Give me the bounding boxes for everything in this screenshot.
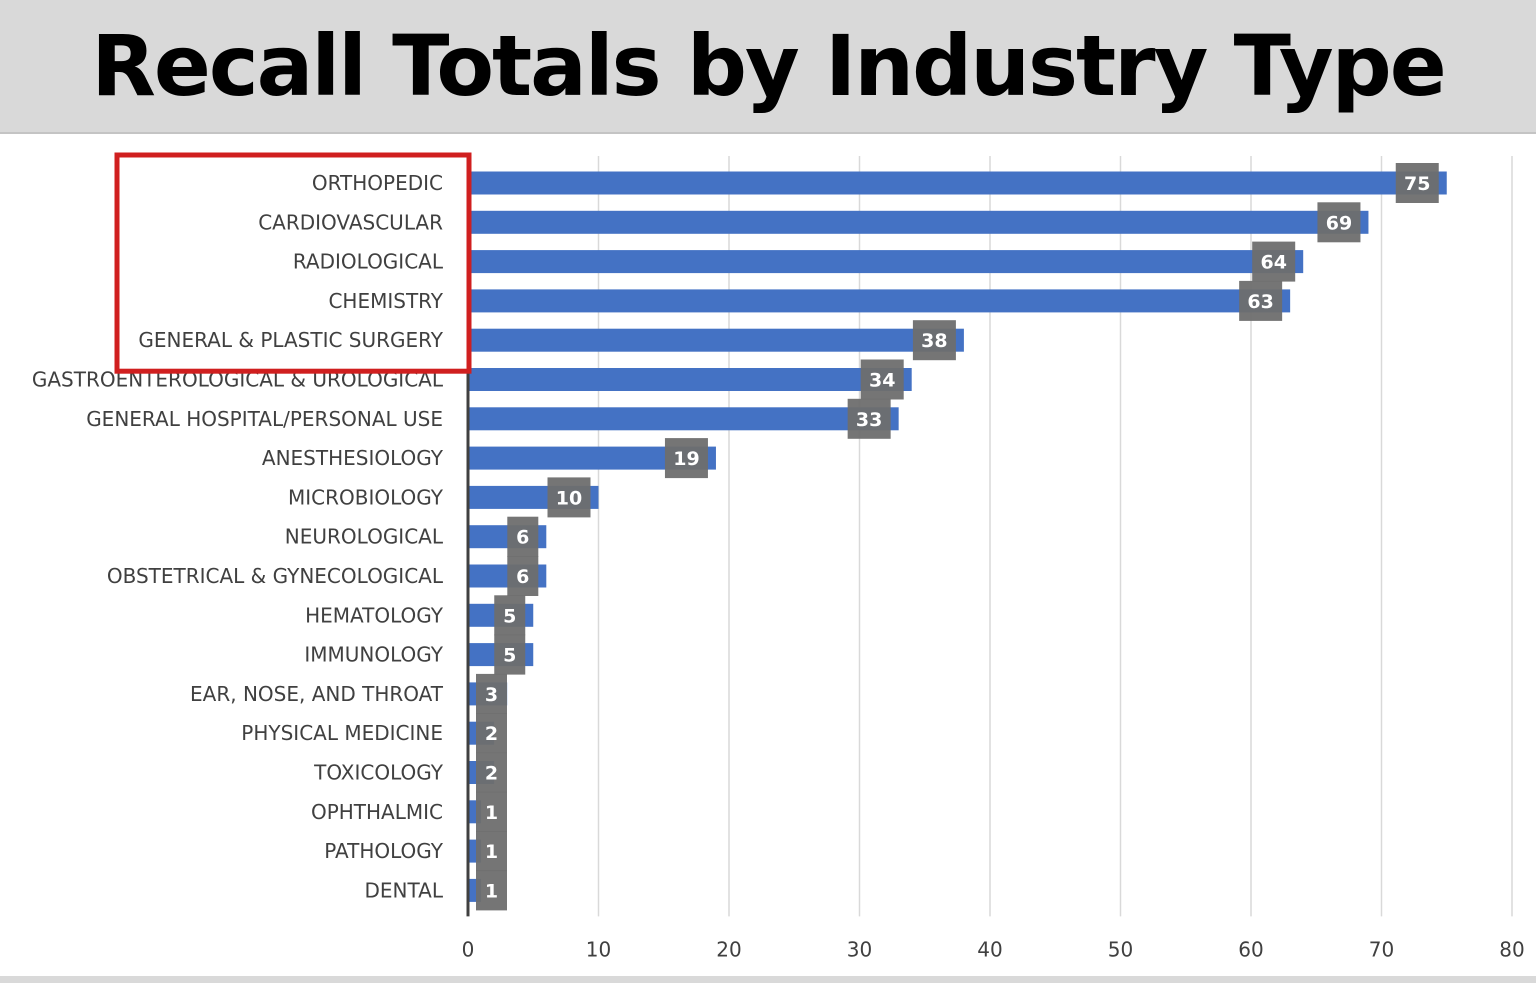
data-label-box <box>860 359 904 400</box>
bar <box>468 446 716 470</box>
x-tick-label: 20 <box>716 937 741 961</box>
data-label: 2 <box>485 763 498 785</box>
x-tick-label: 40 <box>977 937 1002 961</box>
data-label: 5 <box>503 645 516 667</box>
data-label: 1 <box>485 880 498 902</box>
bar <box>468 328 964 352</box>
category-label: PHYSICAL MEDICINE <box>241 721 443 745</box>
bar <box>468 250 1304 274</box>
data-label: 5 <box>503 605 516 627</box>
bar <box>468 407 899 431</box>
data-label-box <box>1239 280 1283 321</box>
highlight-box <box>114 152 472 374</box>
page-title: Recall Totals by Industry Type <box>91 17 1447 115</box>
data-label: 34 <box>869 370 895 392</box>
data-label: 3 <box>485 684 498 706</box>
data-label: 10 <box>556 487 582 509</box>
category-label: GENERAL HOSPITAL/PERSONAL USE <box>86 407 443 431</box>
data-label: 19 <box>673 448 699 470</box>
category-label: CHEMISTRY <box>328 289 443 313</box>
x-tick-label: 10 <box>586 937 611 961</box>
data-label-box <box>912 320 956 361</box>
bar <box>468 171 1447 195</box>
data-label: 38 <box>921 330 947 352</box>
bottom-strip <box>0 976 1536 983</box>
data-label-box <box>476 673 507 714</box>
x-tick-label: 60 <box>1238 937 1263 961</box>
category-label: PATHOLOGY <box>324 839 444 863</box>
category-label: ANESTHESIOLOGY <box>262 446 444 470</box>
data-label: 6 <box>516 527 529 549</box>
data-label: 1 <box>485 802 498 824</box>
x-tick-label: 70 <box>1369 937 1394 961</box>
data-label-box <box>664 438 708 479</box>
bar <box>468 289 1291 313</box>
data-label-box <box>476 791 507 832</box>
data-label: 6 <box>516 566 529 588</box>
category-label: IMMUNOLOGY <box>304 643 443 667</box>
bar <box>468 210 1369 234</box>
data-label-box <box>494 634 526 675</box>
x-tick-label: 80 <box>1499 937 1524 961</box>
category-label: NEUROLOGICAL <box>285 525 444 549</box>
x-tick-label: 0 <box>462 937 475 961</box>
data-label-box <box>547 477 591 518</box>
data-label: 69 <box>1326 212 1352 234</box>
data-label-box <box>507 556 539 596</box>
category-label: TOXICOLOGY <box>313 761 444 785</box>
data-label-box <box>476 870 507 911</box>
category-label: EAR, NOSE, AND THROAT <box>190 682 444 706</box>
data-label-box <box>1252 241 1296 282</box>
data-label: 64 <box>1260 252 1286 274</box>
data-label-box <box>476 713 507 754</box>
data-label-box <box>1395 163 1439 203</box>
data-label: 75 <box>1404 173 1430 195</box>
category-label: OBSTETRICAL & GYNECOLOGICAL <box>107 564 444 588</box>
category-label: GENERAL & PLASTIC SURGERY <box>138 328 443 352</box>
data-label: 1 <box>485 841 498 863</box>
data-label-box <box>507 516 539 557</box>
category-label: ORTHOPEDIC <box>312 171 443 195</box>
title-bar: Recall Totals by Industry Type <box>0 0 1536 134</box>
chart-area: 75 ORTHOPEDIC 69 CARDIOVASCULAR 64 RADIOLOGIC… <box>0 134 1536 976</box>
category-label: DENTAL <box>365 878 444 902</box>
data-label-box <box>847 398 891 439</box>
bar-chart: 75 ORTHOPEDIC 69 CARDIOVASCULAR 64 RADIOLOGIC… <box>32 152 1525 961</box>
x-tick-label: 30 <box>847 937 872 961</box>
data-label-box <box>476 831 507 872</box>
bar <box>468 368 912 391</box>
x-tick-label: 50 <box>1108 937 1133 961</box>
data-label: 33 <box>856 409 882 431</box>
category-label: MICROBIOLOGY <box>288 485 444 509</box>
data-label: 63 <box>1247 291 1273 313</box>
data-label: 2 <box>485 723 498 745</box>
category-label: OPHTHALMIC <box>311 800 443 824</box>
category-label: HEMATOLOGY <box>305 603 444 627</box>
data-label-box <box>1317 202 1361 243</box>
category-label: RADIOLOGICAL <box>293 250 444 274</box>
data-label-box <box>476 752 507 793</box>
data-label-box <box>494 595 526 636</box>
category-label: CARDIOVASCULAR <box>258 210 443 234</box>
